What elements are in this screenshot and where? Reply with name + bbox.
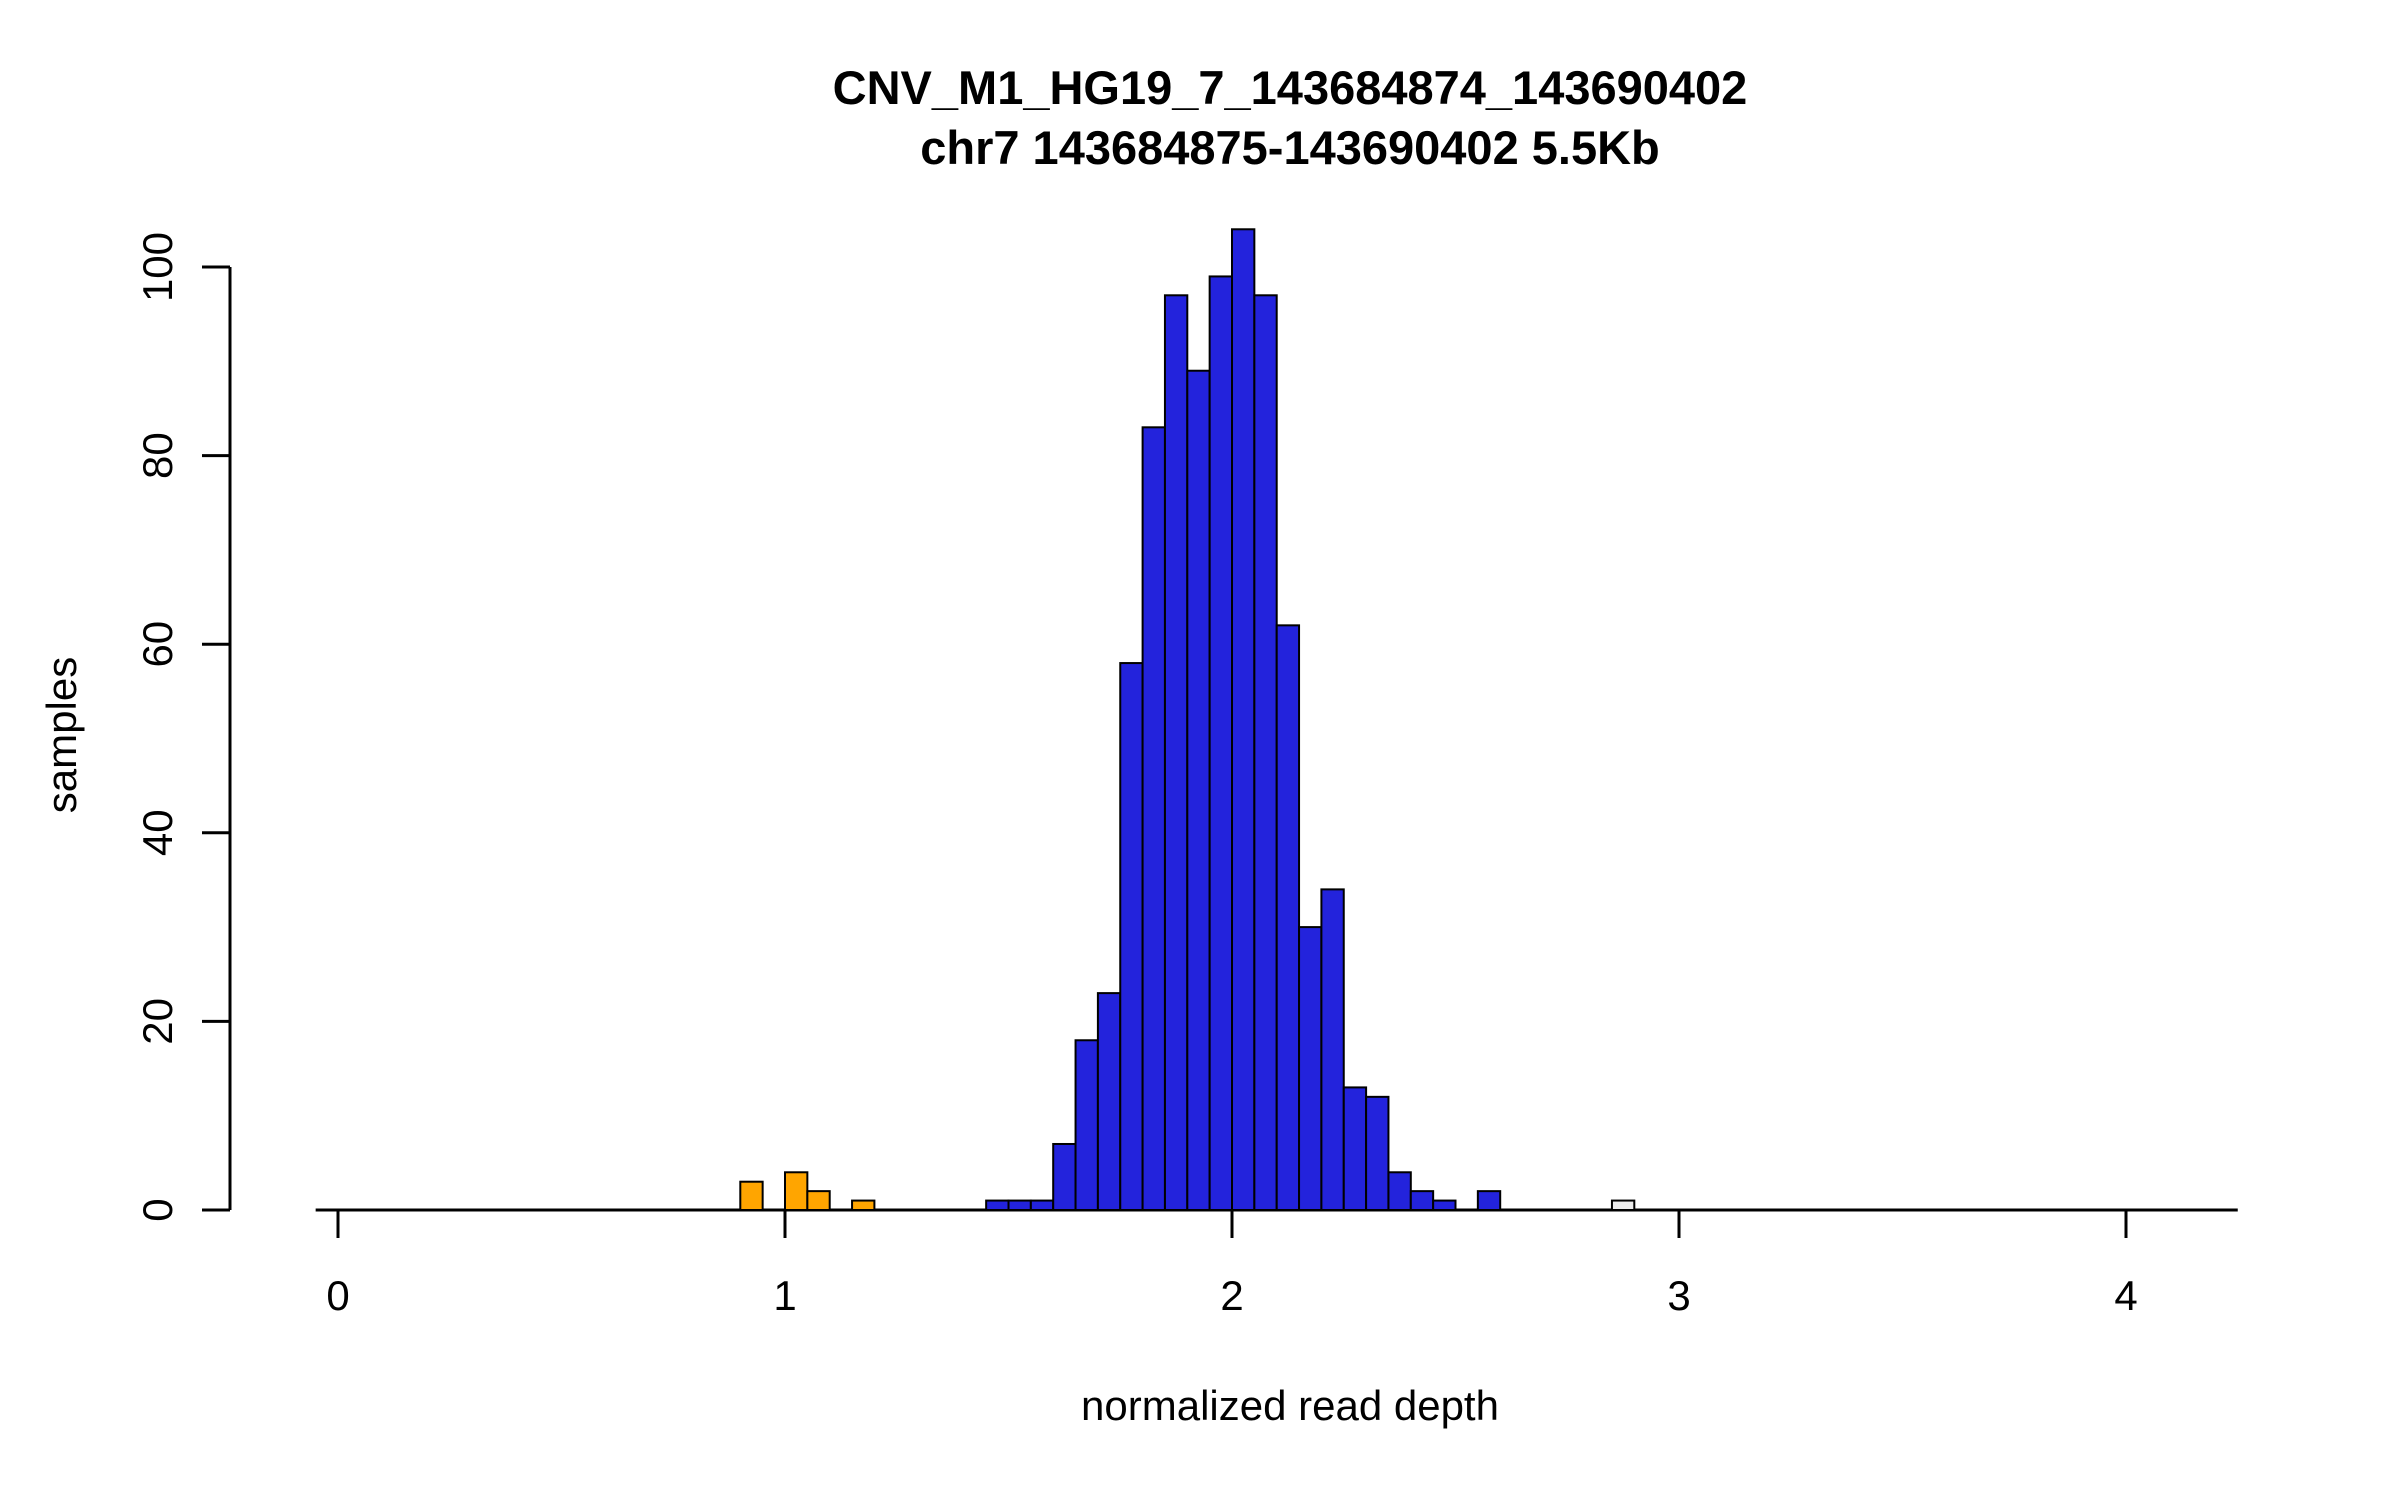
histogram-bar [1029,1199,1055,1211]
histogram-bar [806,1190,831,1212]
histogram-bar [1096,992,1122,1211]
y-tick-label: 20 [134,998,181,1045]
histogram-bar [1298,926,1323,1211]
x-tick-label: 1 [773,1272,796,1319]
y-tick-label: 100 [134,232,181,302]
histogram-bar [1186,369,1211,1212]
histogram-bar [739,1180,764,1211]
histogram-bar [1208,275,1234,1211]
x-axis-label: normalized read depth [1081,1382,1499,1429]
x-tick-label: 2 [1220,1272,1243,1319]
histogram-bar [1476,1190,1502,1212]
x-tick-label: 4 [2114,1272,2137,1319]
histogram-bar [1253,294,1278,1212]
histogram-bar [1052,1142,1077,1211]
histogram-bar [985,1199,1010,1211]
histogram-bar [1007,1199,1032,1211]
histogram-bar [1610,1199,1636,1211]
histogram-bar [1275,624,1301,1211]
histogram-bar [1320,888,1345,1211]
histogram-bar [1365,1095,1390,1211]
histogram-bars [739,228,1636,1212]
y-axis-label: samples [38,656,85,814]
histogram-bar [1231,228,1256,1211]
chart-title: CNV_M1_HG19_7_143684874_143690402 [832,61,1748,114]
x-tick-label: 3 [1667,1272,1690,1319]
y-tick-label: 0 [134,1198,181,1221]
chart-subtitle: chr7 143684875-143690402 5.5Kb [920,121,1660,174]
chart-title-block: CNV_M1_HG19_7_143684874_143690402 chr7 1… [340,58,2240,178]
x-tick-label: 0 [326,1272,349,1319]
histogram-bar [1409,1190,1435,1212]
histogram-bar [851,1199,876,1211]
histogram-bar [1342,1086,1368,1212]
histogram-bar [1074,1039,1099,1212]
histogram-bar [1119,662,1144,1211]
histogram-bar [784,1171,809,1212]
histogram-bar [1387,1171,1412,1212]
histogram-bar [1163,294,1189,1212]
y-tick-label: 60 [134,621,181,668]
y-tick-label: 80 [134,432,181,479]
histogram-bar [1432,1199,1457,1211]
histogram-bar [1141,426,1166,1211]
y-tick-label: 40 [134,809,181,856]
